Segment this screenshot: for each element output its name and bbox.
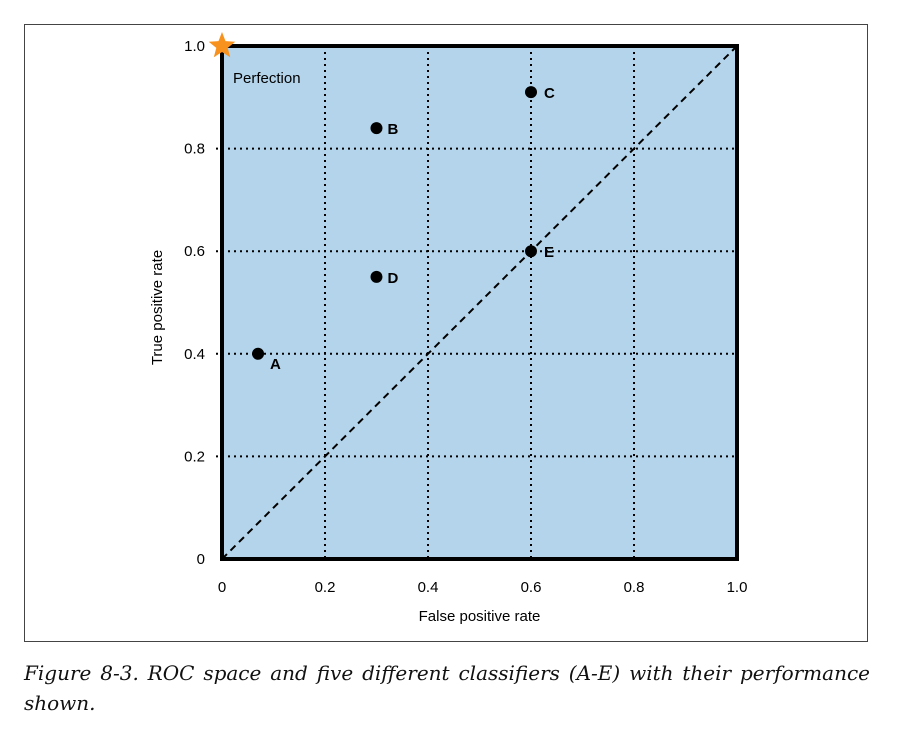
point-e (525, 245, 537, 258)
x-tick-label: 0.2 (315, 579, 336, 596)
figure-caption: Figure 8-3. ROC space and five different… (24, 661, 870, 715)
x-tick-label: 0 (218, 579, 226, 596)
x-tick-label: 1.0 (727, 579, 748, 596)
y-tick-label: 0 (197, 551, 205, 568)
point-b (370, 122, 383, 135)
grid-lines (216, 46, 737, 559)
perfection-label: Perfection (233, 70, 301, 87)
point-a (252, 347, 265, 360)
y-tick-label: 0.6 (184, 243, 205, 260)
x-axis-label: False positive rate (419, 608, 541, 625)
x-tick-label: 0.8 (624, 579, 645, 596)
x-tick-label: 0.4 (418, 579, 439, 596)
point-c (525, 86, 537, 99)
random-guess-diagonal (221, 45, 738, 560)
y-tick-label: 1.0 (184, 38, 205, 55)
point-d (370, 270, 383, 283)
y-tick-label: 0.8 (184, 141, 205, 158)
y-axis-label: True positive rate (149, 250, 166, 365)
point-label-a: A (270, 356, 281, 373)
point-label-b: B (388, 121, 399, 138)
point-label-d: D (388, 270, 399, 287)
point-label-e: E (544, 244, 554, 261)
perfection-star-icon (208, 32, 236, 58)
y-tick-label: 0.4 (184, 346, 205, 363)
y-tick-label: 0.2 (184, 448, 205, 465)
classifier-points: A B C D E (252, 85, 555, 373)
point-label-c: C (544, 85, 555, 102)
plot-border (220, 44, 739, 561)
x-tick-label: 0.6 (521, 579, 542, 596)
axis-ticks: 0 0.2 0.4 0.6 0.8 1.0 0 0.2 0.4 0.6 0.8 1.0 (184, 38, 747, 596)
